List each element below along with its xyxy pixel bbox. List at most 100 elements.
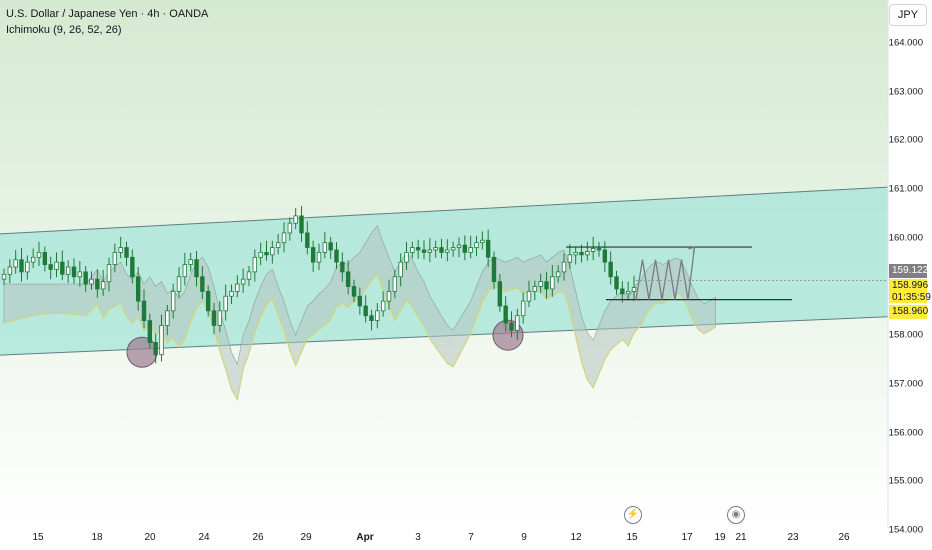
- time-tick-label: 26: [252, 532, 264, 543]
- time-tick-label: 17: [681, 532, 693, 543]
- candle-body: [585, 251, 590, 256]
- candle-body: [19, 259, 24, 273]
- time-tick-label: 29: [300, 532, 312, 543]
- candle-body: [36, 252, 42, 258]
- candle-body: [95, 278, 100, 290]
- projection-zigzag-path: [635, 246, 696, 300]
- candle-body: [7, 266, 13, 275]
- candle-body: [246, 271, 252, 280]
- price-tick-label: 154.000: [888, 524, 923, 536]
- candle-body: [30, 256, 36, 263]
- candle-body: [509, 322, 514, 331]
- candle-body: [13, 259, 18, 268]
- candle-body: [520, 300, 526, 317]
- price-tag-value: 158.996: [892, 280, 929, 291]
- candle-body: [211, 310, 217, 326]
- candle-body: [316, 252, 322, 263]
- candle-body: [223, 295, 228, 312]
- candle-body: [480, 239, 485, 244]
- candle-body: [515, 315, 520, 331]
- candle-body: [322, 242, 328, 253]
- price-tick-label: 164.000: [888, 37, 923, 49]
- time-tick-label: 26: [838, 532, 850, 543]
- candle-body: [240, 278, 246, 285]
- candle-body: [532, 286, 538, 292]
- candle-body: [398, 261, 403, 278]
- projection-arrow-icon: [688, 246, 696, 254]
- candle-body: [287, 222, 293, 234]
- time-tick-label: 21: [735, 532, 747, 543]
- candle-body: [334, 249, 339, 263]
- candle-body: [631, 287, 637, 292]
- candle-body: [205, 290, 211, 312]
- candle-body: [252, 256, 258, 273]
- candle-body: [100, 281, 106, 290]
- candle-body: [345, 271, 351, 287]
- candle-body: [386, 290, 392, 302]
- candle-body: [299, 215, 304, 234]
- candle-body: [135, 276, 141, 302]
- price-tick-label: 163.000: [888, 86, 923, 98]
- time-tick-label: 20: [144, 532, 156, 543]
- candle-body: [275, 242, 281, 248]
- candle-body: [526, 290, 532, 302]
- candle-body: [474, 242, 479, 248]
- lightning-icon[interactable]: ⚡: [624, 506, 642, 524]
- candle-body: [1, 273, 7, 280]
- candle-body: [328, 242, 333, 251]
- candle-body: [485, 239, 491, 258]
- candle-body: [65, 266, 71, 275]
- countdown-timer: 01:35:59: [892, 292, 931, 303]
- candle-body: [555, 271, 561, 278]
- candle-body: [573, 252, 578, 256]
- candle-body: [310, 247, 316, 263]
- candle-body: [369, 315, 374, 321]
- candle-body: [561, 261, 567, 273]
- candle-body: [118, 247, 123, 253]
- candle-body: [60, 261, 65, 275]
- candle-body: [497, 281, 503, 307]
- candle-body: [503, 305, 508, 324]
- price-tick-label: 157.000: [888, 378, 923, 390]
- candle-body: [445, 249, 450, 253]
- candle-body: [281, 232, 287, 244]
- candle-body: [538, 281, 543, 287]
- price-tick-label: 162.000: [888, 134, 923, 146]
- currency-button[interactable]: JPY: [889, 4, 927, 26]
- time-tick-label: Apr: [356, 532, 374, 543]
- candle-body: [217, 310, 223, 326]
- candle-body: [182, 264, 188, 278]
- candle-body: [293, 215, 298, 224]
- candle-body: [42, 252, 48, 265]
- chart-title: U.S. Dollar / Japanese Yen · 4h · OANDA: [6, 8, 209, 20]
- candle-body: [380, 300, 386, 312]
- price-tick-label: 160.000: [888, 232, 923, 244]
- candle-body: [620, 288, 625, 295]
- candle-body: [170, 290, 176, 312]
- candle-body: [124, 247, 129, 258]
- candle-body: [608, 261, 613, 278]
- candle-body: [596, 248, 602, 251]
- channel-upper-line: [0, 186, 889, 235]
- candle-body: [153, 342, 158, 356]
- candle-body: [544, 281, 549, 290]
- time-tick-label: 9: [521, 532, 527, 543]
- candle-body: [54, 261, 59, 270]
- last-price-tag: 159.122: [889, 264, 928, 278]
- time-tick-label: 23: [787, 532, 799, 543]
- candle-body: [200, 276, 205, 292]
- price-tick-label: 155.000: [888, 475, 923, 487]
- time-tick-label: 24: [198, 532, 210, 543]
- indicator-label[interactable]: Ichimoku (9, 26, 52, 26): [6, 24, 122, 36]
- candle-body: [450, 247, 456, 251]
- target-icon[interactable]: ◉: [727, 506, 745, 524]
- candle-body: [235, 283, 240, 292]
- time-tick-label: 15: [626, 532, 638, 543]
- candle-body: [77, 271, 83, 278]
- time-tick-label: 3: [415, 532, 421, 543]
- price-tick-label: 161.000: [888, 183, 923, 195]
- candle-body: [363, 305, 368, 317]
- candle-body: [159, 325, 164, 356]
- candle-body: [392, 276, 398, 292]
